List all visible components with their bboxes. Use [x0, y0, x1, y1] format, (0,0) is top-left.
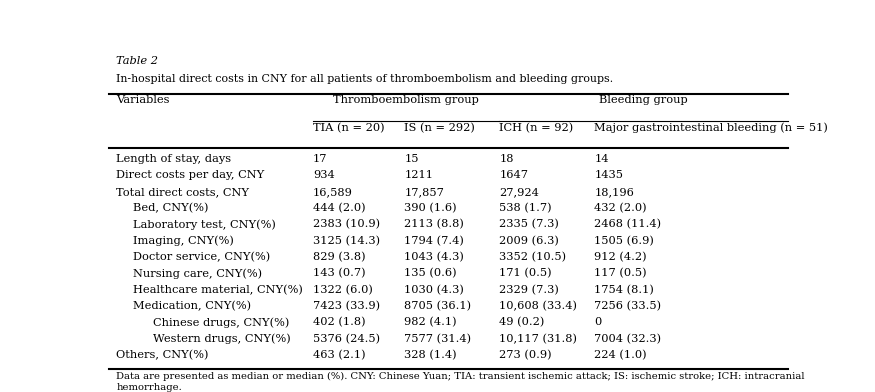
Text: Data are presented as median or median (%). CNY: Chinese Yuan; TIA: transient is: Data are presented as median or median (…	[116, 372, 805, 392]
Text: In-hospital direct costs in CNY for all patients of thromboembolism and bleeding: In-hospital direct costs in CNY for all …	[116, 74, 613, 84]
Text: 16,589: 16,589	[313, 187, 353, 197]
Text: 224 (1.0): 224 (1.0)	[594, 350, 647, 360]
Text: Medication, CNY(%): Medication, CNY(%)	[133, 301, 251, 311]
Text: 17,857: 17,857	[404, 187, 444, 197]
Text: IS (n = 292): IS (n = 292)	[404, 122, 475, 133]
Text: Western drugs, CNY(%): Western drugs, CNY(%)	[153, 334, 291, 344]
Text: 7577 (31.4): 7577 (31.4)	[404, 334, 472, 344]
Text: Thromboembolism group: Thromboembolism group	[333, 95, 479, 105]
Text: Imaging, CNY(%): Imaging, CNY(%)	[133, 236, 234, 246]
Text: 135 (0.6): 135 (0.6)	[404, 268, 457, 279]
Text: Table 2: Table 2	[116, 56, 158, 66]
Text: 3125 (14.3): 3125 (14.3)	[313, 236, 380, 246]
Text: 143 (0.7): 143 (0.7)	[313, 268, 366, 279]
Text: Doctor service, CNY(%): Doctor service, CNY(%)	[133, 252, 270, 262]
Text: Length of stay, days: Length of stay, days	[116, 154, 231, 164]
Text: 1505 (6.9): 1505 (6.9)	[594, 236, 654, 246]
Text: 463 (2.1): 463 (2.1)	[313, 350, 366, 360]
Text: 273 (0.9): 273 (0.9)	[500, 350, 552, 360]
Text: 1647: 1647	[500, 171, 528, 180]
Text: 7256 (33.5): 7256 (33.5)	[594, 301, 662, 311]
Text: 27,924: 27,924	[500, 187, 539, 197]
Text: 1754 (8.1): 1754 (8.1)	[594, 285, 654, 295]
Text: Chinese drugs, CNY(%): Chinese drugs, CNY(%)	[153, 317, 290, 328]
Text: 49 (0.2): 49 (0.2)	[500, 317, 544, 327]
Text: 3352 (10.5): 3352 (10.5)	[500, 252, 566, 262]
Text: ICH (n = 92): ICH (n = 92)	[500, 122, 573, 133]
Text: 10,117 (31.8): 10,117 (31.8)	[500, 334, 578, 344]
Text: Bleeding group: Bleeding group	[599, 95, 688, 105]
Text: 1322 (6.0): 1322 (6.0)	[313, 285, 373, 295]
Text: Direct costs per day, CNY: Direct costs per day, CNY	[116, 171, 264, 180]
Text: TIA (n = 20): TIA (n = 20)	[313, 122, 384, 133]
Text: 17: 17	[313, 154, 327, 164]
Text: Total direct costs, CNY: Total direct costs, CNY	[116, 187, 249, 197]
Text: 18: 18	[500, 154, 514, 164]
Text: 1211: 1211	[404, 171, 433, 180]
Text: 934: 934	[313, 171, 334, 180]
Text: 2383 (10.9): 2383 (10.9)	[313, 220, 380, 230]
Text: 2009 (6.3): 2009 (6.3)	[500, 236, 559, 246]
Text: 8705 (36.1): 8705 (36.1)	[404, 301, 472, 311]
Text: 912 (4.2): 912 (4.2)	[594, 252, 647, 262]
Text: 171 (0.5): 171 (0.5)	[500, 268, 552, 279]
Text: 5376 (24.5): 5376 (24.5)	[313, 334, 380, 344]
Text: 2335 (7.3): 2335 (7.3)	[500, 220, 559, 230]
Text: 390 (1.6): 390 (1.6)	[404, 203, 457, 213]
Text: 2113 (8.8): 2113 (8.8)	[404, 220, 465, 230]
Text: 0: 0	[594, 317, 601, 327]
Text: 402 (1.8): 402 (1.8)	[313, 317, 366, 327]
Text: Variables: Variables	[116, 95, 170, 105]
Text: 1435: 1435	[594, 171, 623, 180]
Text: Nursing care, CNY(%): Nursing care, CNY(%)	[133, 268, 262, 279]
Text: 1043 (4.3): 1043 (4.3)	[404, 252, 465, 262]
Text: Bed, CNY(%): Bed, CNY(%)	[133, 203, 208, 213]
Text: 7004 (32.3): 7004 (32.3)	[594, 334, 662, 344]
Text: Others, CNY(%): Others, CNY(%)	[116, 350, 208, 360]
Text: 444 (2.0): 444 (2.0)	[313, 203, 366, 213]
Text: 1794 (7.4): 1794 (7.4)	[404, 236, 465, 246]
Text: 10,608 (33.4): 10,608 (33.4)	[500, 301, 578, 311]
Text: 1030 (4.3): 1030 (4.3)	[404, 285, 465, 295]
Text: 15: 15	[404, 154, 419, 164]
Text: 432 (2.0): 432 (2.0)	[594, 203, 647, 213]
Text: 829 (3.8): 829 (3.8)	[313, 252, 366, 262]
Text: Laboratory test, CNY(%): Laboratory test, CNY(%)	[133, 220, 276, 230]
Text: 14: 14	[594, 154, 609, 164]
Text: 7423 (33.9): 7423 (33.9)	[313, 301, 380, 311]
Text: 538 (1.7): 538 (1.7)	[500, 203, 552, 213]
Text: 2329 (7.3): 2329 (7.3)	[500, 285, 559, 295]
Text: 117 (0.5): 117 (0.5)	[594, 268, 647, 279]
Text: 2468 (11.4): 2468 (11.4)	[594, 220, 662, 230]
Text: 982 (4.1): 982 (4.1)	[404, 317, 457, 327]
Text: 18,196: 18,196	[594, 187, 634, 197]
Text: Major gastrointestinal bleeding (n = 51): Major gastrointestinal bleeding (n = 51)	[594, 122, 828, 133]
Text: 328 (1.4): 328 (1.4)	[404, 350, 457, 360]
Text: Healthcare material, CNY(%): Healthcare material, CNY(%)	[133, 285, 303, 295]
